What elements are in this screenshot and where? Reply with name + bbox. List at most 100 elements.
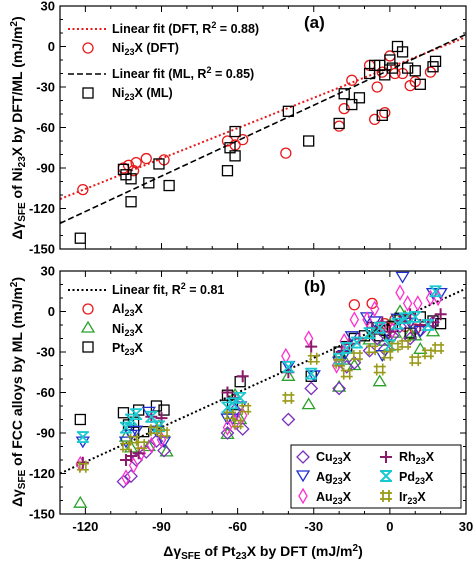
data-point (429, 285, 442, 298)
legend-ir-marker (380, 490, 392, 502)
data-point (74, 232, 86, 244)
data-point (77, 183, 89, 196)
panel-a-y-axis-label-sup: 2 (9, 21, 20, 27)
y-tick-label: -30 (36, 345, 55, 360)
data-point (147, 424, 160, 437)
data-point (236, 370, 249, 383)
data-point (413, 295, 423, 312)
legend-rh-marker (380, 451, 392, 463)
data-point (348, 299, 361, 311)
legend-rh-label: Rh23X (399, 450, 435, 466)
data-point (146, 436, 157, 454)
data-point (401, 62, 414, 74)
data-point (76, 431, 89, 443)
data-point (421, 319, 434, 331)
data-point (303, 330, 314, 347)
panel-a-data-points (74, 40, 442, 244)
data-point (125, 196, 137, 208)
panel-b-y-axis-label-sub: SFE (17, 469, 28, 489)
y-tick-label: -60 (36, 120, 55, 135)
panel-b-label: (b) (304, 277, 326, 296)
legend-ag-marker (295, 470, 311, 483)
data-point (234, 392, 247, 404)
data-point (384, 54, 396, 66)
data-point (303, 135, 315, 147)
panel-b-data-points (73, 271, 448, 508)
data-point (301, 397, 316, 410)
data-point (333, 117, 345, 130)
legend-pd-marker (380, 470, 392, 482)
data-point (373, 363, 386, 376)
legend-al-label: Al23X (112, 302, 144, 318)
data-point (383, 339, 396, 352)
x-tick-label: 30 (459, 519, 473, 534)
data-point (349, 311, 360, 328)
legend-cu-marker (296, 450, 310, 464)
panel-b: -150 -120 -90 -60 -30 0 30 -120 -90 -60 -30 0 30 (b… (9, 264, 473, 563)
data-point (130, 408, 143, 420)
y-tick-label: -60 (36, 385, 55, 400)
data-point (372, 374, 387, 387)
data-point (280, 147, 292, 159)
data-point (402, 295, 413, 312)
data-point (399, 312, 412, 325)
data-point (346, 74, 358, 86)
y-tick-label: -120 (29, 466, 55, 481)
data-point (226, 397, 239, 410)
panel-b-y-tick-labels: -150 -120 -90 -60 -30 0 30 (29, 264, 55, 522)
data-point (73, 495, 88, 508)
legend-ir-label: Ir23X (399, 490, 426, 506)
y-tick-label: -120 (29, 201, 55, 216)
data-point (125, 449, 138, 462)
data-point (121, 469, 131, 486)
data-point (282, 105, 295, 117)
data-point (338, 88, 350, 100)
y-tick-label: 30 (41, 264, 55, 279)
x-tick-label: -90 (152, 519, 171, 534)
data-point (339, 332, 349, 350)
data-point (224, 409, 237, 422)
data-point (388, 340, 401, 353)
y-tick-label: -150 (29, 242, 55, 257)
legend-ni-dft-label: Ni23X (DFT) (112, 41, 179, 57)
data-point (229, 150, 241, 162)
data-point (421, 347, 434, 360)
legend-ag-label: Ag23X (316, 470, 352, 486)
data-point (350, 350, 363, 363)
data-point (353, 92, 366, 104)
y-tick-label: 0 (48, 304, 55, 319)
data-point (156, 431, 167, 449)
legend-au-label: Au23X (316, 490, 352, 506)
panel-a-y-axis-label-sub: SFE (17, 202, 28, 222)
data-point (235, 422, 250, 436)
x-tick-label: -30 (304, 519, 323, 534)
legend-al-marker (82, 303, 94, 315)
data-point (221, 135, 234, 147)
fit-line (59, 33, 467, 225)
legend-pt-marker (82, 341, 94, 353)
data-point (432, 341, 445, 354)
data-point (158, 427, 171, 439)
data-point (346, 98, 358, 111)
data-point (124, 469, 138, 484)
data-point (362, 311, 372, 328)
panel-b-legend-right: Cu23X Rh23X Ag23X Pd23X Au23X Ir23X (290, 444, 462, 509)
panel-b-y-axis-label-sup: 2 (9, 281, 20, 287)
data-point (333, 120, 345, 132)
data-point (117, 407, 130, 419)
data-point (304, 381, 319, 396)
legend-ni-ml-marker (82, 87, 94, 99)
data-point (371, 81, 383, 93)
data-point (135, 439, 148, 452)
panel-a-fit-lines (59, 33, 467, 225)
data-point (396, 46, 409, 58)
data-point (414, 78, 426, 90)
panel-b-y-axis-label: ΔγSFE of FCC alloys by ML (mJ/m2) (9, 277, 28, 507)
y-tick-label: -90 (36, 426, 55, 441)
panel-a-y-axis-label-rest2: X by DFT/ML (mJ/m (9, 27, 25, 157)
data-point (130, 156, 142, 169)
panel-a-y-axis-label-rest: of Ni (9, 167, 25, 202)
data-point (338, 102, 350, 115)
y-tick-label: -150 (29, 507, 55, 522)
